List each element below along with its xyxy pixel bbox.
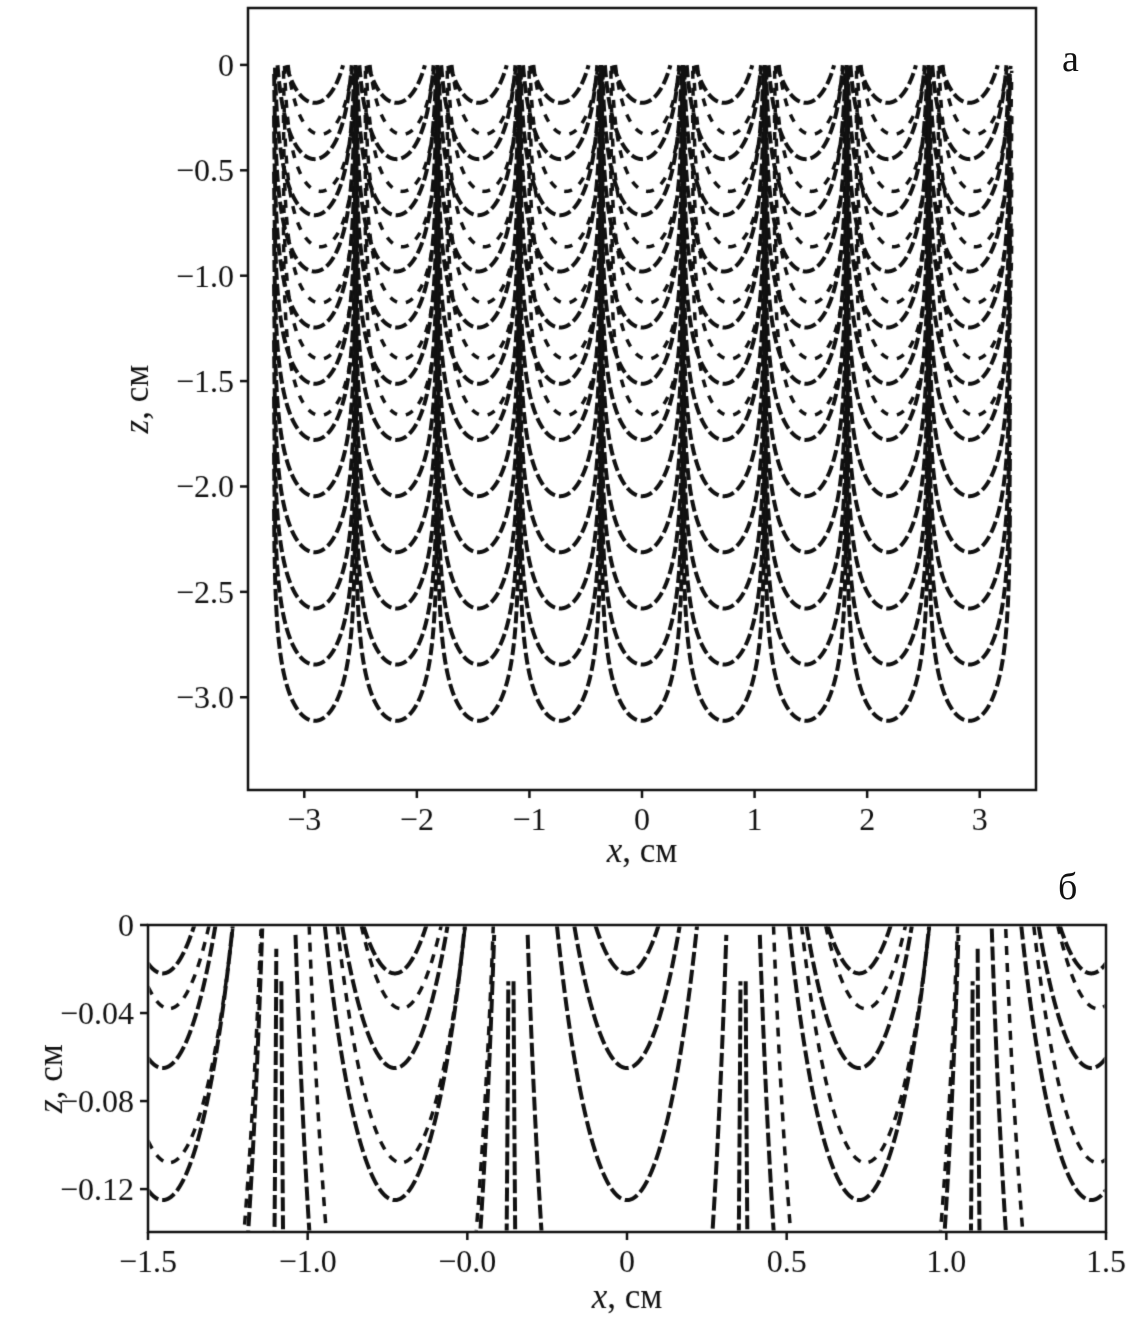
panel-a-plot	[0, 0, 1148, 880]
panel-b-plot	[0, 880, 1148, 1320]
panel-b-label: б	[1058, 866, 1078, 908]
panel-a-label: а	[1062, 38, 1079, 80]
